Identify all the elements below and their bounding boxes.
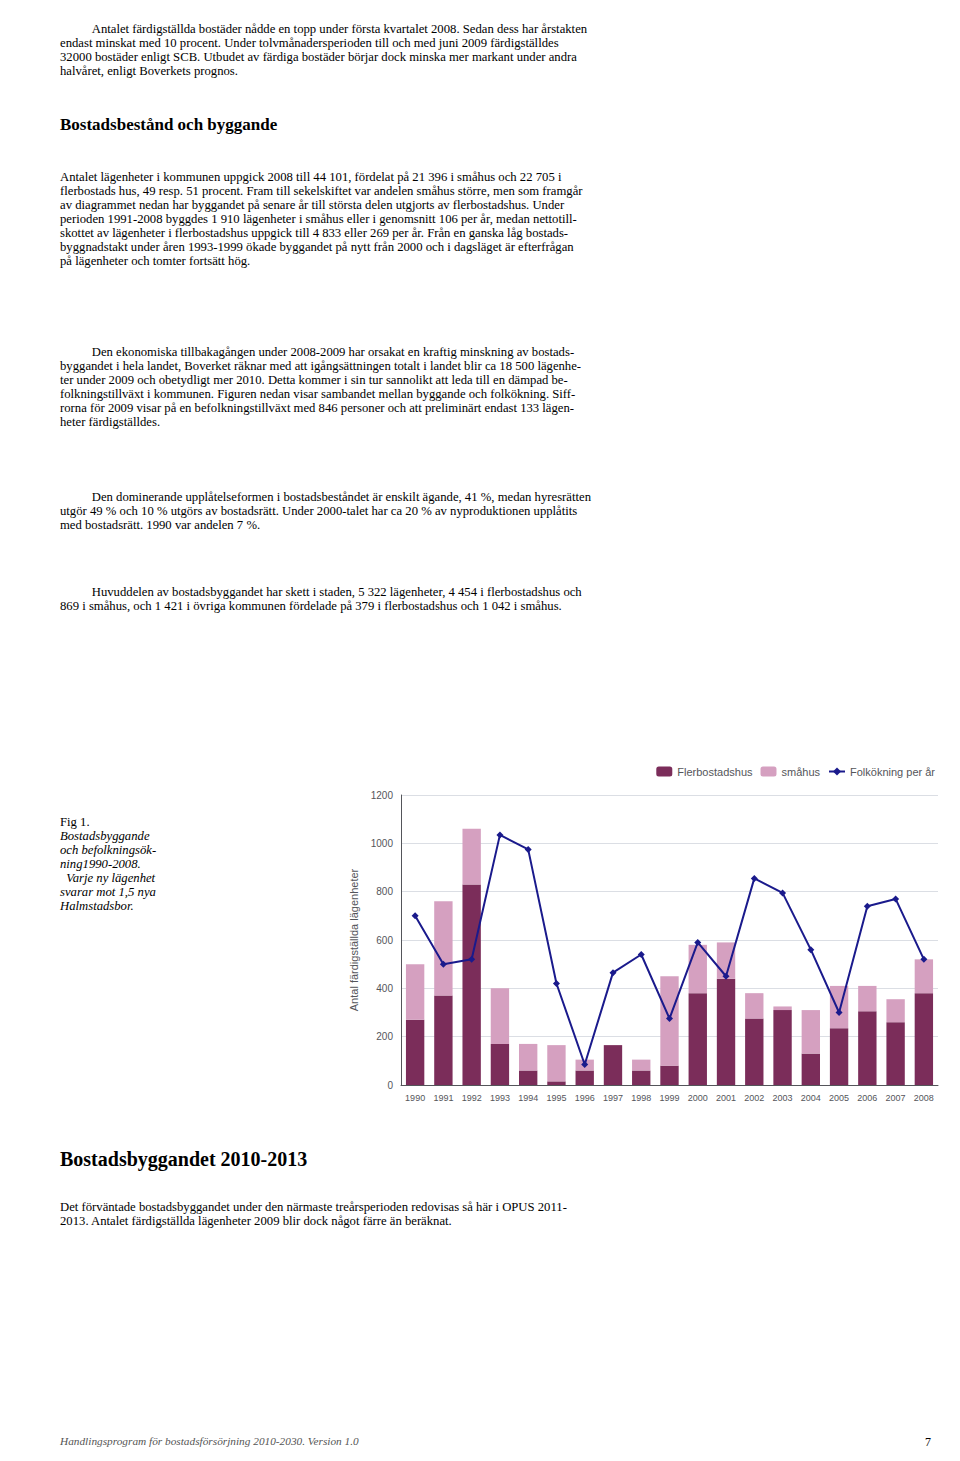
html-text:med bostadsrätt. 1990 var ande: med bostadsrätt. 1990 var andelen 7 %. xyxy=(60,518,261,532)
html-text:Bostadsbyggandet 2010-2013: Bostadsbyggandet 2010-2013 xyxy=(60,1148,308,1170)
svg-text:2001: 2001 xyxy=(716,1093,736,1103)
svg-text:1995: 1995 xyxy=(546,1093,566,1103)
svg-text:2006: 2006 xyxy=(857,1093,877,1103)
html-text:2013. Antalet färdigställda lä: 2013. Antalet färdigställda lägenheter 2… xyxy=(60,1214,452,1228)
html-text:ning1990-2008.: ning1990-2008. xyxy=(60,857,141,871)
svg-text:2007: 2007 xyxy=(886,1093,906,1103)
html-text:869 i småhus, och 1 421 i övri: 869 i småhus, och 1 421 i övriga kommune… xyxy=(60,599,562,613)
html-text:av diagrammet nedan har byggan: av diagrammet nedan har byggandet på sen… xyxy=(60,198,565,212)
svg-text:1999: 1999 xyxy=(659,1093,679,1103)
html-text:Bostadsbestånd och byggande: Bostadsbestånd och byggande xyxy=(60,115,278,134)
svg-text:1994: 1994 xyxy=(518,1093,538,1103)
svg-text:2008: 2008 xyxy=(914,1093,934,1103)
html-text:perioden 1991-2008 byggdes 1 9: perioden 1991-2008 byggdes 1 910 lägenhe… xyxy=(60,212,577,226)
svg-text:1991: 1991 xyxy=(433,1093,453,1103)
html-text:byggandet i hela landet, Bover: byggandet i hela landet, Boverket räknar… xyxy=(60,359,582,373)
svg-text:2002: 2002 xyxy=(744,1093,764,1103)
html-text:Antalet lägenheter i kommunen: Antalet lägenheter i kommunen uppgick 20… xyxy=(60,170,562,184)
svg-text:2004: 2004 xyxy=(801,1093,821,1103)
svg-text:1997: 1997 xyxy=(603,1093,623,1103)
html-text:byggnadstakt under åren 1993-1: byggnadstakt under åren 1993-1999 ökade … xyxy=(60,240,574,254)
html-text:på lägenheter och tomter forts: på lägenheter och tomter fortsätt hög. xyxy=(60,254,251,268)
svg-text:1000: 1000 xyxy=(371,838,394,849)
svg-text:2000: 2000 xyxy=(688,1093,708,1103)
svg-text:1992: 1992 xyxy=(462,1093,482,1103)
html-text:Bostadsbyggande: Bostadsbyggande xyxy=(60,829,150,843)
html-text:folkningstillväxt i kommunen.: folkningstillväxt i kommunen. Figuren ne… xyxy=(60,387,576,401)
html-text:utgör 49 % och 10 % utgörs av: utgör 49 % och 10 % utgörs av bostadsrät… xyxy=(60,504,578,518)
html-text:7: 7 xyxy=(925,1435,931,1449)
svg-text:0: 0 xyxy=(387,1080,393,1091)
html-text:svarar mot 1,5 nya: svarar mot 1,5 nya xyxy=(60,885,156,899)
html-text:Fig 1.: Fig 1. xyxy=(60,815,90,829)
html-text:Antalet färdigställda bostäder: Antalet färdigställda bostäder nådde en … xyxy=(91,22,588,36)
html-text:heter färdigställdes.: heter färdigställdes. xyxy=(60,415,161,429)
html-text:endast minskat med 10 procent.: endast minskat med 10 procent. Under tol… xyxy=(60,36,559,50)
html-text:rorna för 2009 visar på en bef: rorna för 2009 visar på en befolkningsti… xyxy=(60,401,575,415)
svg-text:400: 400 xyxy=(376,983,393,994)
svg-text:1200: 1200 xyxy=(371,790,394,801)
html-text:Halmstadsbor.: Halmstadsbor. xyxy=(60,899,134,913)
svg-text:600: 600 xyxy=(376,935,393,946)
svg-text:småhus: småhus xyxy=(781,766,820,778)
html-text:halvåret, enligt Boverkets pro: halvåret, enligt Boverkets prognos. xyxy=(60,64,238,78)
svg-text:Antal färdigställda lägenheter: Antal färdigställda lägenheter xyxy=(348,868,360,1011)
svg-text:Flerbostadshus: Flerbostadshus xyxy=(677,766,753,778)
html-text:Den ekonomiska tillbakagången: Den ekonomiska tillbakagången under 2008… xyxy=(91,345,575,359)
svg-text:2005: 2005 xyxy=(829,1093,849,1103)
svg-text:200: 200 xyxy=(376,1031,393,1042)
svg-text:1990: 1990 xyxy=(405,1093,425,1103)
svg-text:1998: 1998 xyxy=(631,1093,651,1103)
svg-text:2003: 2003 xyxy=(773,1093,793,1103)
html-text:ter under 2009 och obetydligt: ter under 2009 och obetydligt mer 2010. … xyxy=(60,373,568,387)
html-text:flerbostads hus, 49 resp. 51 p: flerbostads hus, 49 resp. 51 procent. Fr… xyxy=(60,184,583,198)
svg-text:1996: 1996 xyxy=(575,1093,595,1103)
html-text:skottet av lägenheter i flerbo: skottet av lägenheter i flerbostadshus u… xyxy=(60,226,569,240)
svg-text:1993: 1993 xyxy=(490,1093,510,1103)
html-text:Den dominerande upplåtelseform: Den dominerande upplåtelseformen i bosta… xyxy=(91,490,591,504)
svg-text:Folkökning per år: Folkökning per år xyxy=(850,766,935,778)
html-text:och befolkningsök-: och befolkningsök- xyxy=(60,843,157,857)
html-text:Varje ny lägenhet: Varje ny lägenhet xyxy=(60,871,156,885)
html-text:Det förväntade bostadsbyggande: Det förväntade bostadsbyggandet under de… xyxy=(60,1200,567,1214)
svg-text:800: 800 xyxy=(376,886,393,897)
html-text:32000 bostäder enligt SCB. Utb: 32000 bostäder enligt SCB. Utbudet av fä… xyxy=(60,50,577,64)
html-text:Handlingsprogram för bostadsfö: Handlingsprogram för bostadsförsörjning … xyxy=(60,1435,359,1447)
html-text:Huvuddelen av bostadsbyggandet: Huvuddelen av bostadsbyggandet har skett… xyxy=(91,585,582,599)
